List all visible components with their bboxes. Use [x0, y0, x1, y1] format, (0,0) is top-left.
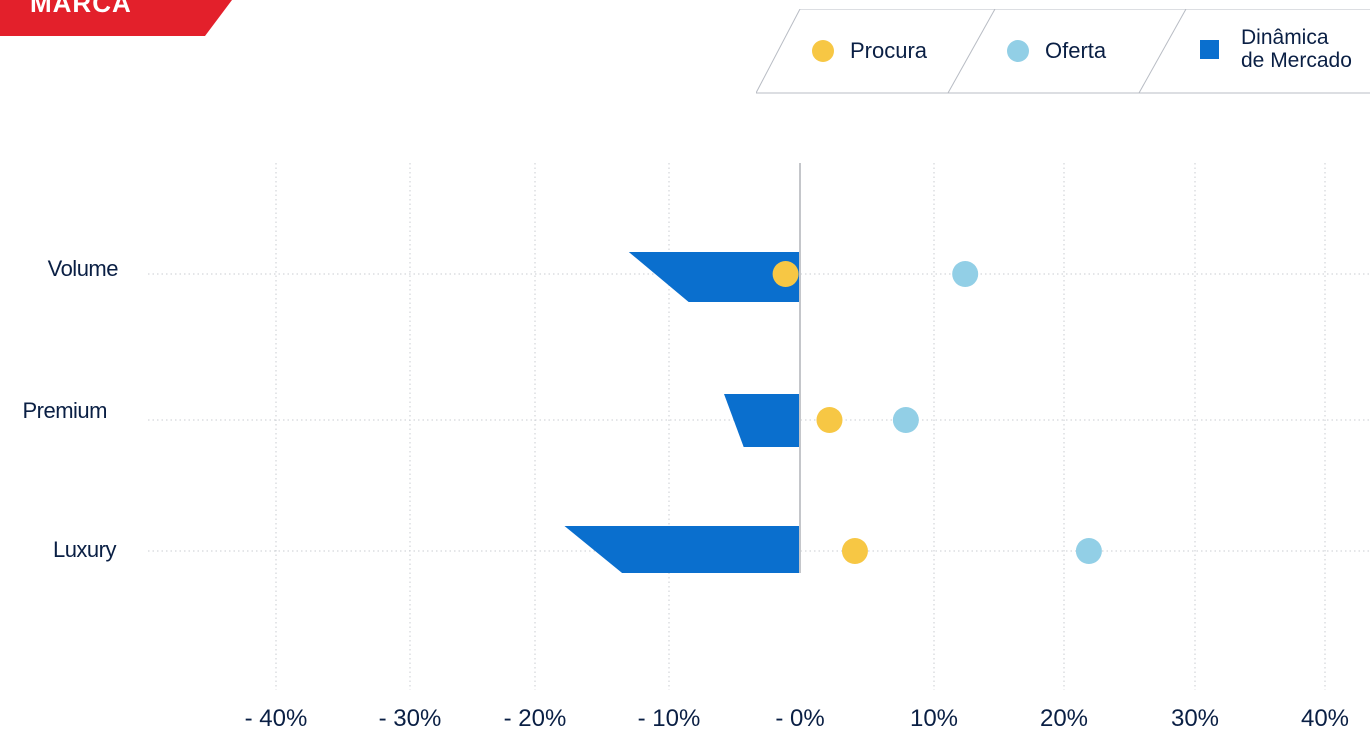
legend: Procura Oferta Dinâmica de Mercado [756, 9, 1370, 94]
dinamica-bar-volume [628, 252, 800, 302]
legend-item-oferta: Oferta [1007, 38, 1106, 64]
x-tick-label: 20% [1039, 705, 1089, 732]
x-tick-label: 30% [1170, 705, 1220, 732]
procura-point-luxury [841, 538, 868, 564]
row-label-luxury: Luxury [52, 537, 117, 562]
legend-label-oferta: Oferta [1045, 38, 1107, 63]
x-tick-label: 10% [909, 705, 959, 732]
legend-label-dinamica-line1: Dinâmica [1241, 26, 1329, 49]
x-tick-label: 40% [1300, 705, 1350, 732]
oferta-point-luxury [1075, 538, 1102, 564]
oferta-point-volume [952, 261, 979, 287]
oferta-point-premium [892, 407, 919, 433]
legend-label-procura: Procura [850, 38, 928, 63]
legend-item-dinamica: Dinâmica de Mercado [1200, 26, 1352, 72]
procura-point-volume [772, 261, 799, 287]
row-label-volume: Volume [47, 256, 119, 281]
procura-point-premium [816, 407, 843, 433]
x-tick-label: - 10% [637, 705, 701, 732]
x-tick-label: - 20% [503, 705, 567, 732]
dinamica-bar-luxury [564, 526, 800, 573]
section-tag-label: MARCA [30, 0, 132, 18]
x-tick-label: - 30% [378, 705, 442, 732]
legend-frame [756, 9, 1370, 94]
legend-label-dinamica-line2: de Mercado [1241, 49, 1352, 72]
x-tick-label: - 0% [775, 705, 825, 732]
oferta-dot-icon [1007, 40, 1029, 62]
procura-dot-icon [812, 40, 834, 62]
section-tag [0, 0, 232, 36]
row-label-premium: Premium [22, 398, 107, 423]
x-tick-label: - 40% [244, 705, 308, 732]
dinamica-square-icon [1200, 39, 1219, 59]
dinamica-bar-premium [724, 394, 800, 447]
legend-item-procura: Procura [812, 38, 927, 64]
section-tag-shape [0, 0, 232, 36]
